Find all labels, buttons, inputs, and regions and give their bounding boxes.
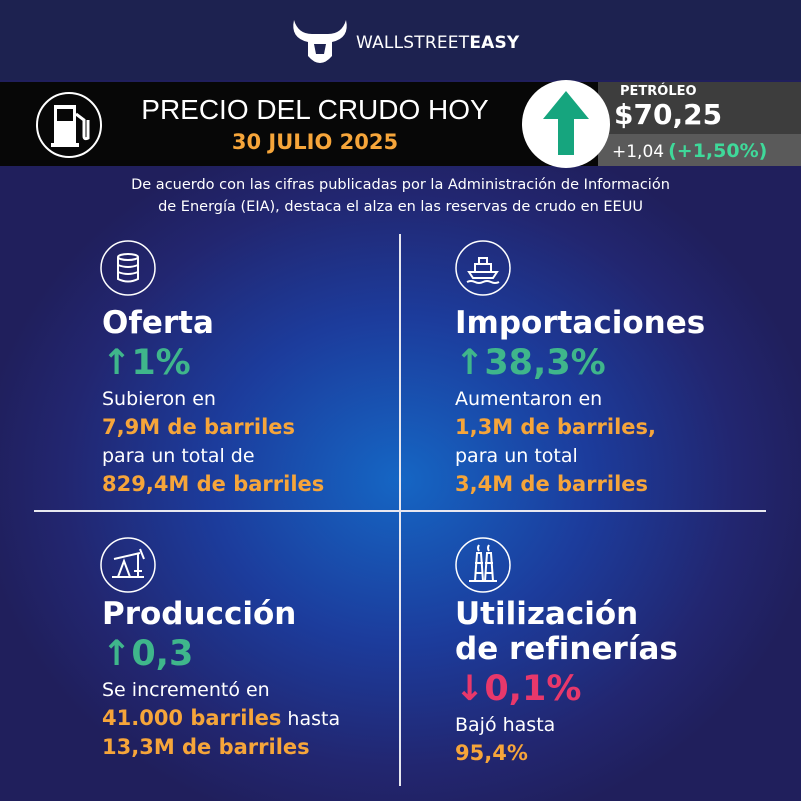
body-text: hasta (287, 708, 341, 730)
up-arrow-icon (522, 80, 610, 168)
divider (34, 510, 766, 512)
brand-bold: EASY (469, 33, 520, 53)
refinery-icon (455, 537, 511, 593)
ticker-change-box (598, 134, 801, 166)
panel-line: Bajó hasta (455, 711, 755, 739)
ticker-change-pct: (+1,50%) (668, 140, 768, 162)
panel-title: Utilización (455, 596, 639, 632)
highlight-text: 829,4M de barriles (102, 472, 325, 496)
ticker-price: $70,25 (614, 98, 723, 131)
logo (293, 20, 347, 63)
panel-title: Importaciones (455, 305, 706, 341)
ticker-box (598, 82, 801, 134)
panel: Oferta ↑1% Subieron en 7,9M de barriles para… (102, 306, 402, 499)
body-text: Bajó hasta (455, 714, 556, 736)
highlight-text: 13,3M de barriles (102, 735, 310, 759)
highlight-text: 3,4M de barriles (455, 472, 649, 496)
panel-title: de refinerías (455, 631, 678, 667)
body-text: Aumentaron en (455, 388, 603, 410)
panel: Utilización de refinerías ↓0,1% Bajó hasta 9… (455, 597, 755, 768)
panel-change: ↓0,1% (455, 669, 582, 709)
body-text: para un total (455, 445, 578, 467)
panel-change: ↑38,3% (455, 343, 606, 383)
panel-line: 13,3M de barriles (102, 733, 402, 762)
header-title: PRECIO DEL CRUDO HOY (141, 94, 489, 125)
panel-title: Producción (102, 596, 297, 632)
panel-line: 41.000 barriles hasta (102, 704, 402, 733)
body-text: Subieron en (102, 388, 216, 410)
panel-line: 1,3M de barriles, (455, 413, 755, 442)
panel-line: 95,4% (455, 739, 755, 768)
brand-light: WALLSTREET (356, 33, 470, 53)
ticker-change-abs: +1,04 (612, 142, 665, 162)
panel-change: ↑1% (102, 343, 191, 383)
intro: De acuerdo con las cifras publicadas por… (40, 174, 761, 218)
brand: WALLSTREETEASY (356, 33, 519, 53)
ticker-change: +1,04 (+1,50%) (612, 140, 767, 162)
panel-line: 3,4M de barriles (455, 470, 755, 499)
panel-title: Oferta (102, 305, 214, 341)
ticker-label: PETRÓLEO (620, 84, 697, 99)
panel-line: para un total de (102, 442, 402, 470)
header-date: 30 JULIO 2025 (231, 130, 399, 154)
panel-line: Aumentaron en (455, 385, 755, 413)
highlight-text: 41.000 barriles (102, 706, 282, 730)
pump-icon (36, 92, 102, 158)
body-text: Se incrementó en (102, 679, 270, 701)
panel: Producción ↑0,3 Se incrementó en 41.000 bar… (102, 597, 402, 762)
panel-change: ↑0,3 (102, 634, 194, 674)
panel-line: Se incrementó en (102, 676, 402, 704)
barrel-icon (100, 240, 156, 296)
top-bar (0, 0, 801, 80)
intro-line: de Energía (EIA), destaca el alza en las… (158, 199, 643, 215)
ship-icon (455, 240, 511, 296)
intro-line: De acuerdo con las cifras publicadas por… (131, 177, 670, 193)
pumpjack-icon (100, 537, 156, 593)
highlight-text: 95,4% (455, 741, 528, 765)
panel: Importaciones ↑38,3% Aumentaron en 1,3M de … (455, 306, 755, 499)
highlight-text: 1,3M de barriles, (455, 415, 657, 439)
panel-line: Subieron en (102, 385, 402, 413)
panel-line: 7,9M de barriles (102, 413, 402, 442)
body-text: para un total de (102, 445, 255, 467)
panel-line: 829,4M de barriles (102, 470, 402, 499)
panel-line: para un total (455, 442, 755, 470)
highlight-text: 7,9M de barriles (102, 415, 296, 439)
